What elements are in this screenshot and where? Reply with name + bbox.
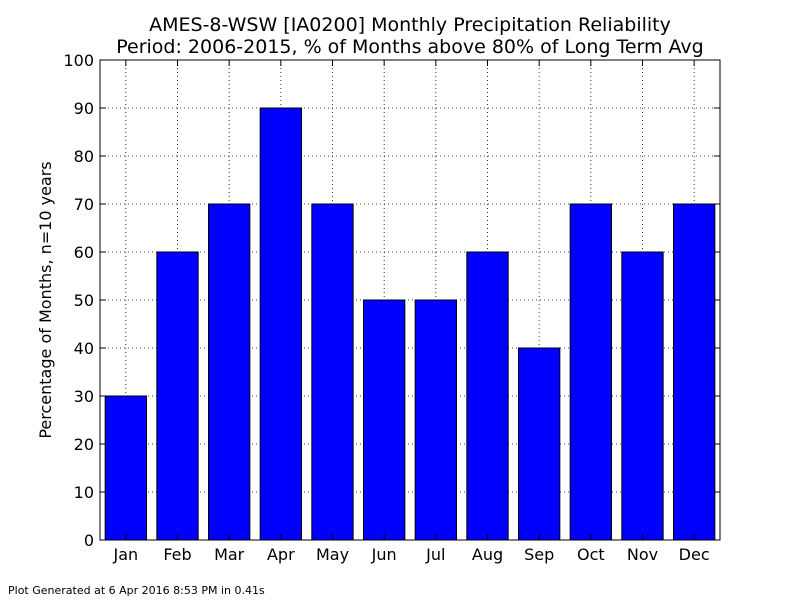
x-tick-label: May	[316, 545, 349, 564]
bar-jul	[414, 299, 457, 541]
y-tick-label: 70	[74, 195, 94, 214]
y-tick-label: 10	[74, 483, 94, 502]
y-tick-label: 30	[74, 387, 94, 406]
axis-ticks	[100, 59, 720, 541]
x-tick-label: Oct	[577, 545, 605, 564]
x-tick-label: Nov	[627, 545, 658, 564]
bars	[104, 107, 716, 541]
chart-title-line-2: Period: 2006-2015, % of Months above 80%…	[116, 36, 704, 58]
x-tick-label: Aug	[472, 545, 503, 564]
y-tick-label: 50	[74, 291, 94, 310]
x-tick-labels: Jan Feb Mar Apr May Jun Jul Aug Sep Oct Nov Dec	[112, 545, 709, 564]
x-tick-label: Sep	[524, 545, 554, 564]
x-tick-label: Feb	[163, 545, 191, 564]
x-tick-label: Jun	[371, 545, 397, 564]
bar-oct	[569, 203, 613, 541]
y-tick-label: 40	[74, 339, 94, 358]
y-tick-labels: 0 10 20 30 40 50 60 70 80 90 100	[63, 51, 94, 550]
chart-title-line-1: AMES-8-WSW [IA0200] Monthly Precipitatio…	[149, 14, 671, 36]
y-tick-label: 60	[74, 243, 94, 262]
y-tick-label: 0	[84, 531, 94, 550]
bar-apr	[259, 107, 302, 541]
bar-jan	[104, 395, 147, 541]
y-tick-label: 80	[74, 147, 94, 166]
bar-may	[311, 203, 354, 541]
x-tick-label: Jul	[425, 545, 445, 564]
x-tick-label: Dec	[679, 545, 710, 564]
plot-footer: Plot Generated at 6 Apr 2016 8:53 PM in …	[8, 584, 265, 597]
x-tick-label: Apr	[267, 545, 295, 564]
bar-sep	[518, 347, 561, 541]
bar-feb	[156, 251, 199, 541]
x-tick-label: Jan	[112, 545, 138, 564]
y-tick-label: 90	[74, 99, 94, 118]
bar-nov	[621, 251, 664, 541]
bar-mar	[208, 203, 251, 541]
bar-jun	[363, 299, 406, 541]
x-tick-label: Mar	[214, 545, 245, 564]
bar-dec	[673, 203, 716, 541]
y-tick-label: 100	[63, 51, 94, 70]
bar-aug	[466, 251, 509, 541]
y-tick-label: 20	[74, 435, 94, 454]
y-axis-label: Percentage of Months, n=10 years	[36, 161, 55, 438]
